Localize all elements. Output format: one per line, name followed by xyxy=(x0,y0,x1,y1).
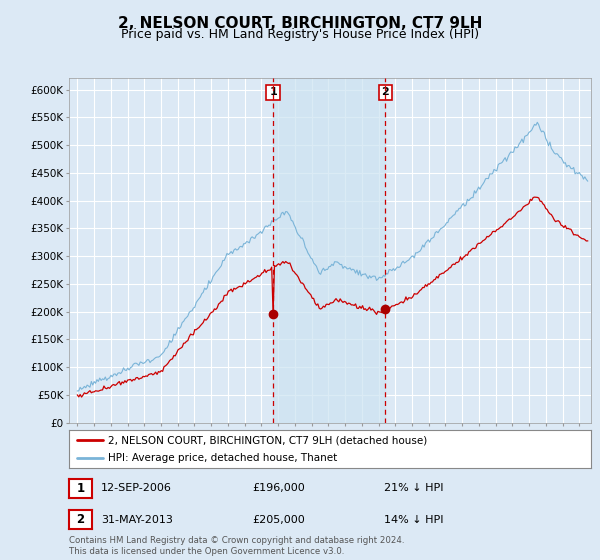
Text: 1: 1 xyxy=(76,482,85,495)
Text: 31-MAY-2013: 31-MAY-2013 xyxy=(101,515,173,525)
Text: 2, NELSON COURT, BIRCHINGTON, CT7 9LH (detached house): 2, NELSON COURT, BIRCHINGTON, CT7 9LH (d… xyxy=(108,435,427,445)
Text: HPI: Average price, detached house, Thanet: HPI: Average price, detached house, Than… xyxy=(108,453,337,463)
Text: 1: 1 xyxy=(269,87,277,97)
Text: 2: 2 xyxy=(76,513,85,526)
Bar xyxy=(273,78,385,423)
Text: 12-SEP-2006: 12-SEP-2006 xyxy=(101,483,172,493)
Text: £196,000: £196,000 xyxy=(252,483,305,493)
Text: Price paid vs. HM Land Registry's House Price Index (HPI): Price paid vs. HM Land Registry's House … xyxy=(121,28,479,41)
Text: £205,000: £205,000 xyxy=(252,515,305,525)
Text: 14% ↓ HPI: 14% ↓ HPI xyxy=(384,515,443,525)
Text: Contains HM Land Registry data © Crown copyright and database right 2024.
This d: Contains HM Land Registry data © Crown c… xyxy=(69,536,404,556)
Text: 2: 2 xyxy=(382,87,389,97)
Text: 21% ↓ HPI: 21% ↓ HPI xyxy=(384,483,443,493)
Text: 2, NELSON COURT, BIRCHINGTON, CT7 9LH: 2, NELSON COURT, BIRCHINGTON, CT7 9LH xyxy=(118,16,482,31)
